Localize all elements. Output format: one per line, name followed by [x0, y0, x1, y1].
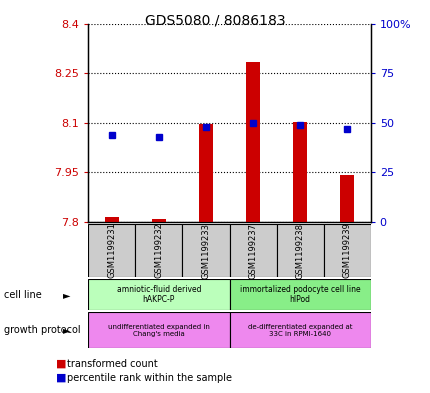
Bar	[229, 279, 370, 310]
Text: immortalized podocyte cell line
hIPod: immortalized podocyte cell line hIPod	[239, 285, 359, 305]
Text: GDS5080 / 8086183: GDS5080 / 8086183	[145, 14, 285, 28]
Text: ►: ►	[63, 290, 71, 300]
Bar	[276, 224, 323, 277]
Text: GSM1199238: GSM1199238	[295, 222, 304, 279]
Bar	[229, 312, 370, 348]
Text: transformed count: transformed count	[67, 358, 157, 369]
Bar	[88, 312, 229, 348]
Text: GSM1199231: GSM1199231	[107, 222, 116, 279]
Bar	[88, 224, 135, 277]
Bar	[246, 62, 259, 222]
Text: GSM1199232: GSM1199232	[154, 222, 163, 279]
Bar	[88, 279, 229, 310]
Bar	[339, 175, 353, 222]
Bar	[229, 224, 276, 277]
Bar	[182, 224, 229, 277]
Bar	[151, 219, 166, 222]
Text: undifferentiated expanded in
Chang's media: undifferentiated expanded in Chang's med…	[108, 323, 209, 337]
Text: percentile rank within the sample: percentile rank within the sample	[67, 373, 231, 383]
Text: growth protocol: growth protocol	[4, 325, 81, 335]
Text: GSM1199233: GSM1199233	[201, 222, 210, 279]
Bar	[323, 224, 370, 277]
Bar	[292, 122, 307, 222]
Bar	[104, 217, 119, 222]
Text: ■: ■	[56, 358, 66, 369]
Text: amniotic-fluid derived
hAKPC-P: amniotic-fluid derived hAKPC-P	[117, 285, 201, 305]
Text: ■: ■	[56, 373, 66, 383]
Text: GSM1199239: GSM1199239	[342, 222, 351, 279]
Text: GSM1199237: GSM1199237	[248, 222, 257, 279]
Bar	[135, 224, 182, 277]
Text: cell line: cell line	[4, 290, 42, 300]
Text: de-differentiated expanded at
33C in RPMI-1640: de-differentiated expanded at 33C in RPM…	[247, 323, 351, 337]
Bar	[199, 125, 212, 222]
Text: ►: ►	[63, 325, 71, 335]
